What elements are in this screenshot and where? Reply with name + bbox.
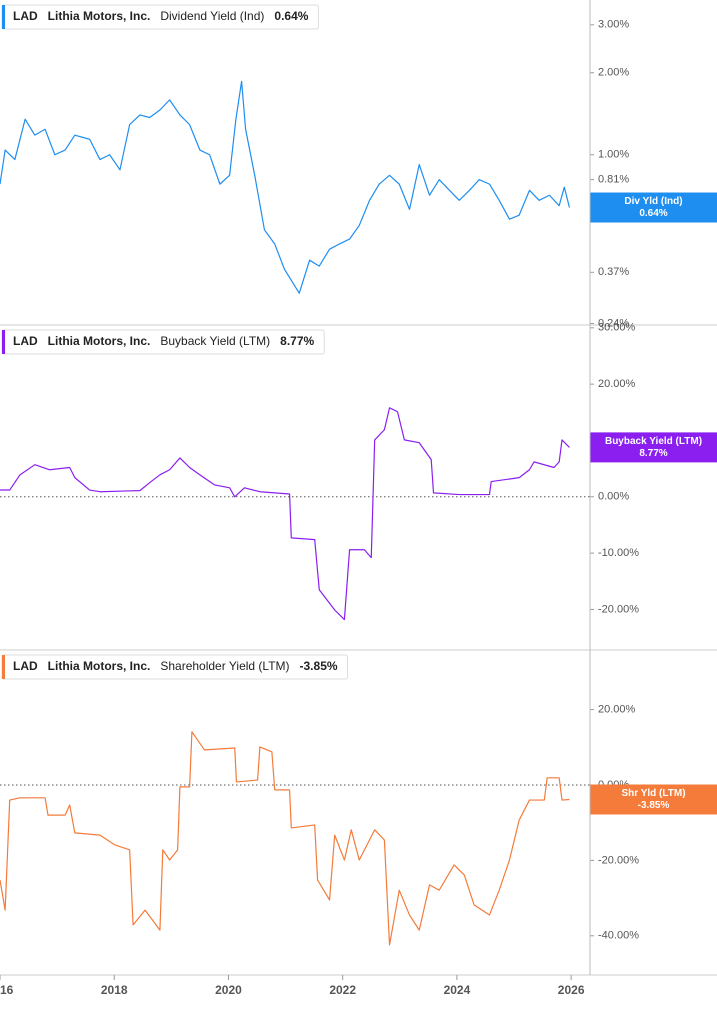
series-line bbox=[0, 80, 571, 294]
header-accent bbox=[2, 5, 5, 29]
y-tick-label: -10.00% bbox=[598, 547, 639, 559]
x-tick-label: 2016 bbox=[0, 983, 14, 997]
header-current: 0.64% bbox=[274, 9, 308, 23]
header-title: Dividend Yield (Ind) bbox=[160, 9, 264, 23]
header-accent bbox=[2, 330, 5, 354]
y-tick-label: -20.00% bbox=[598, 603, 639, 615]
y-tick-label: 3.00% bbox=[598, 19, 629, 31]
x-tick-label: 2018 bbox=[101, 983, 128, 997]
value-tag bbox=[590, 192, 717, 223]
y-tick-label: 0.00% bbox=[598, 491, 629, 503]
y-tick-label: 0.37% bbox=[598, 266, 629, 278]
header-current: 8.77% bbox=[280, 334, 314, 348]
x-tick-label: 2020 bbox=[215, 983, 242, 997]
legend-label: Buyback Yield (LTM) bbox=[605, 436, 702, 447]
y-tick-label: 0.24% bbox=[598, 317, 629, 329]
y-tick-label: -40.00% bbox=[598, 930, 639, 942]
header-company: Lithia Motors, Inc. bbox=[48, 659, 151, 673]
series-line bbox=[0, 731, 570, 946]
legend-label: Shr Yld (LTM) bbox=[621, 788, 685, 799]
y-tick-label: 20.00% bbox=[598, 703, 636, 715]
header-ticker: LAD bbox=[13, 9, 38, 23]
header-title: Buyback Yield (LTM) bbox=[160, 334, 270, 348]
y-tick-label: 2.00% bbox=[598, 67, 629, 79]
header-accent bbox=[2, 655, 5, 679]
header-title: Shareholder Yield (LTM) bbox=[160, 659, 289, 673]
value-tag-label: 0.64% bbox=[639, 208, 667, 219]
value-tag-label: 8.77% bbox=[639, 448, 667, 459]
value-tag-label: -3.85% bbox=[638, 800, 670, 811]
header-company: Lithia Motors, Inc. bbox=[48, 334, 151, 348]
series-line bbox=[0, 407, 570, 621]
header-company: Lithia Motors, Inc. bbox=[48, 9, 151, 23]
value-tag bbox=[590, 432, 717, 463]
y-tick-label: 0.81% bbox=[598, 174, 629, 186]
x-tick-label: 2022 bbox=[329, 983, 356, 997]
header-ticker: LAD bbox=[13, 659, 38, 673]
header-current: -3.85% bbox=[300, 659, 338, 673]
value-tag bbox=[590, 784, 717, 815]
legend-label: Div Yld (Ind) bbox=[624, 196, 682, 207]
y-tick-label: 30.00% bbox=[598, 322, 636, 334]
x-tick-label: 2024 bbox=[444, 983, 471, 997]
x-tick-label: 2026 bbox=[558, 983, 585, 997]
y-tick-label: 1.00% bbox=[598, 149, 629, 161]
header-ticker: LAD bbox=[13, 334, 38, 348]
y-tick-label: 20.00% bbox=[598, 378, 636, 390]
y-tick-label: -20.00% bbox=[598, 854, 639, 866]
